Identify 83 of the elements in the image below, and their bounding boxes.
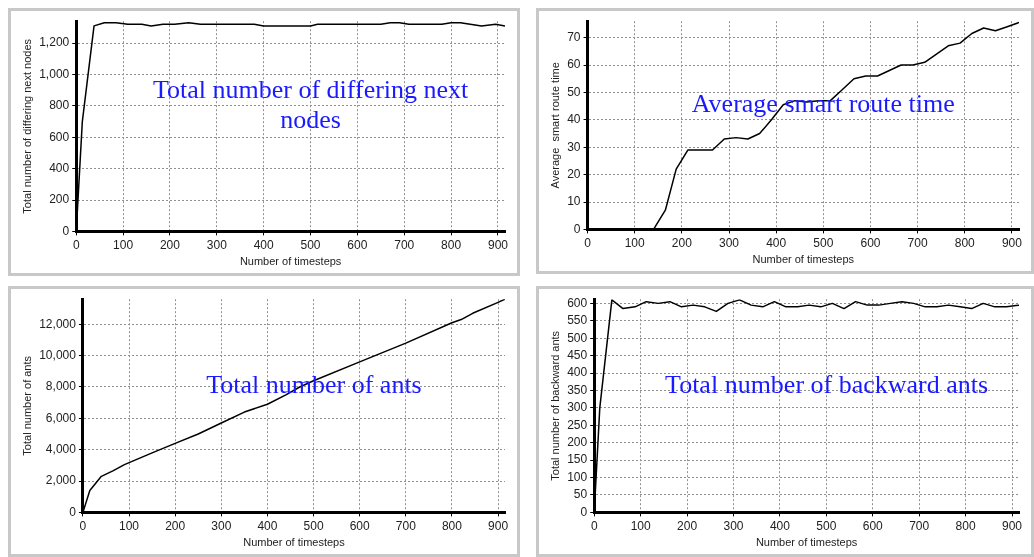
x-tick-label: 900 bbox=[488, 518, 509, 533]
x-tick-label: 500 bbox=[300, 237, 321, 252]
x-tick-label: 100 bbox=[119, 518, 140, 533]
x-tick-label: 400 bbox=[769, 518, 791, 533]
y-tick-label: 20 bbox=[567, 166, 581, 181]
x-tick-label: 800 bbox=[954, 235, 976, 250]
y-tick-label: 10 bbox=[567, 194, 581, 209]
y-tick-label: 800 bbox=[49, 98, 70, 113]
x-tick-label: 0 bbox=[590, 518, 598, 533]
y-tick-label: 200 bbox=[567, 435, 588, 450]
x-tick-label: 0 bbox=[79, 518, 87, 533]
x-tick-label: 900 bbox=[1001, 235, 1023, 250]
y-tick-label: 30 bbox=[567, 139, 581, 154]
y-tick-label: 70 bbox=[567, 29, 581, 44]
y-tick-label: 1,200 bbox=[39, 35, 70, 50]
y-tick-label: 40 bbox=[567, 112, 581, 127]
x-tick-label: 600 bbox=[347, 237, 368, 252]
y-tick-label: 10,000 bbox=[39, 347, 77, 362]
x-tick-label: 900 bbox=[487, 237, 509, 252]
y-axis-title: Total number of ants bbox=[20, 355, 33, 456]
x-tick-label: 500 bbox=[816, 518, 837, 533]
x-tick-label: 200 bbox=[677, 518, 698, 533]
x-tick-label: 100 bbox=[630, 518, 651, 533]
x-tick-label: 700 bbox=[395, 518, 417, 533]
x-tick-label: 500 bbox=[303, 518, 324, 533]
y-tick-label: 50 bbox=[573, 487, 588, 502]
x-tick-label: 800 bbox=[441, 518, 463, 533]
text: Total number of backward ants bbox=[665, 369, 989, 399]
y-tick-label: 0 bbox=[62, 223, 70, 238]
y-tick-label: 6,000 bbox=[45, 410, 77, 425]
y-tick-label: 60 bbox=[567, 57, 581, 72]
x-tick-label: 700 bbox=[909, 518, 930, 533]
y-tick-label: 0 bbox=[580, 504, 588, 519]
y-tick-label: 0 bbox=[69, 504, 77, 519]
y-tick-label: 300 bbox=[567, 400, 588, 415]
x-tick-label: 200 bbox=[165, 518, 186, 533]
y-axis-title: Total number of backward ants bbox=[548, 330, 561, 481]
x-axis-title: Number of timesteps bbox=[755, 536, 858, 549]
y-tick-label: 12,000 bbox=[39, 316, 77, 331]
x-tick-label: 100 bbox=[624, 235, 646, 250]
x-tick-label: 800 bbox=[955, 518, 976, 533]
x-tick-label: 700 bbox=[907, 235, 928, 250]
y-tick-label: 50 bbox=[567, 84, 581, 99]
x-tick-label: 600 bbox=[862, 518, 884, 533]
y-tick-label: 0 bbox=[573, 221, 581, 236]
x-tick-label: 200 bbox=[671, 235, 693, 250]
y-tick-label: 600 bbox=[49, 129, 70, 144]
y-axis-title: Average smart route time bbox=[548, 62, 561, 189]
y-tick-label: 200 bbox=[49, 192, 70, 207]
y-tick-label: 250 bbox=[567, 417, 588, 432]
x-tick-label: 900 bbox=[1002, 518, 1023, 533]
x-tick-label: 400 bbox=[253, 237, 274, 252]
x-tick-label: 400 bbox=[257, 518, 278, 533]
y-tick-label: 4,000 bbox=[45, 442, 77, 457]
x-tick-label: 600 bbox=[860, 235, 881, 250]
y-tick-label: 400 bbox=[567, 365, 588, 380]
text: Total number of differing next nodes bbox=[152, 75, 470, 135]
y-tick-label: 150 bbox=[567, 452, 588, 467]
y-tick-label: 350 bbox=[567, 382, 588, 397]
y-tick-label: 550 bbox=[567, 313, 588, 328]
x-tick-label: 600 bbox=[349, 518, 371, 533]
x-tick-label: 800 bbox=[441, 237, 462, 252]
y-tick-label: 500 bbox=[567, 330, 588, 345]
x-tick-label: 500 bbox=[813, 235, 834, 250]
x-tick-label: 400 bbox=[766, 235, 787, 250]
y-tick-label: 600 bbox=[567, 295, 588, 310]
x-axis-title: Number of timesteps bbox=[243, 536, 346, 549]
y-tick-label: 100 bbox=[567, 469, 588, 484]
x-tick-label: 300 bbox=[723, 518, 744, 533]
x-axis-title: Number of timesteps bbox=[752, 253, 855, 266]
x-tick-label: 700 bbox=[394, 237, 415, 252]
x-tick-label: 300 bbox=[206, 237, 228, 252]
x-axis-title: Number of timesteps bbox=[239, 255, 342, 268]
x-tick-label: 200 bbox=[159, 237, 181, 252]
y-axis-title: Total number of differing next nodes bbox=[20, 38, 33, 214]
y-tick-label: 400 bbox=[49, 160, 70, 175]
y-tick-label: 8,000 bbox=[45, 379, 77, 394]
y-tick-label: 2,000 bbox=[45, 473, 77, 488]
x-tick-label: 100 bbox=[113, 237, 134, 252]
y-tick-label: 1,000 bbox=[39, 66, 70, 81]
x-tick-label: 300 bbox=[211, 518, 232, 533]
y-tick-label: 450 bbox=[567, 347, 588, 362]
x-tick-label: 300 bbox=[718, 235, 740, 250]
